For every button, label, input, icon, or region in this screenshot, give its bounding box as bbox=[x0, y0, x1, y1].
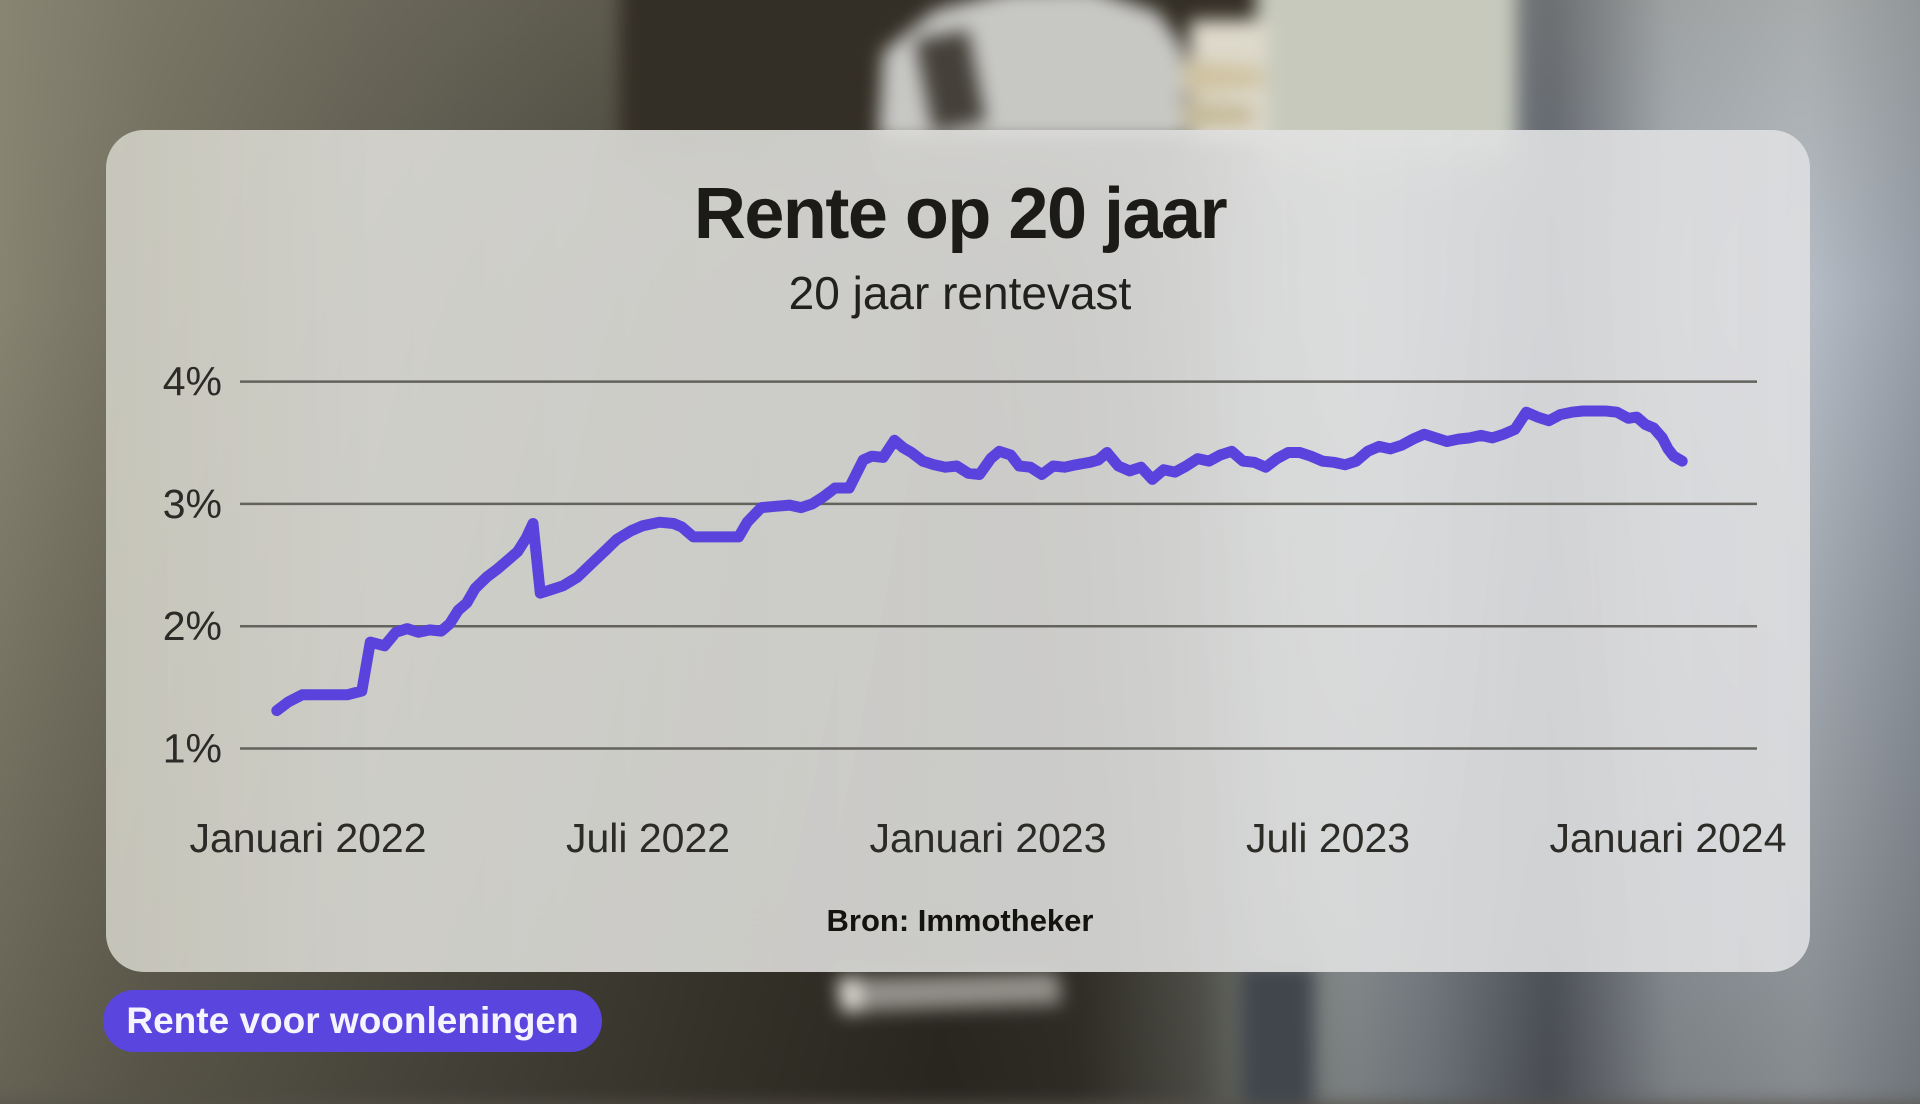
page-title: Rente op 20 jaar bbox=[693, 174, 1228, 254]
door-latch-highlight bbox=[838, 977, 862, 1012]
door-edge-image bbox=[1242, 965, 1314, 1104]
source-label: Bron: Immotheker bbox=[826, 903, 1094, 938]
key-hole-cutout bbox=[915, 30, 986, 132]
page-subtitle: 20 jaar rentevast bbox=[788, 267, 1132, 319]
chart-card bbox=[106, 130, 1810, 972]
rate-tag-button[interactable]: Rente voor woonleningen bbox=[103, 990, 602, 1052]
door-latch-image bbox=[838, 972, 1062, 1012]
key-bit-upper bbox=[1182, 60, 1266, 94]
key-bit-lower bbox=[1182, 102, 1254, 128]
